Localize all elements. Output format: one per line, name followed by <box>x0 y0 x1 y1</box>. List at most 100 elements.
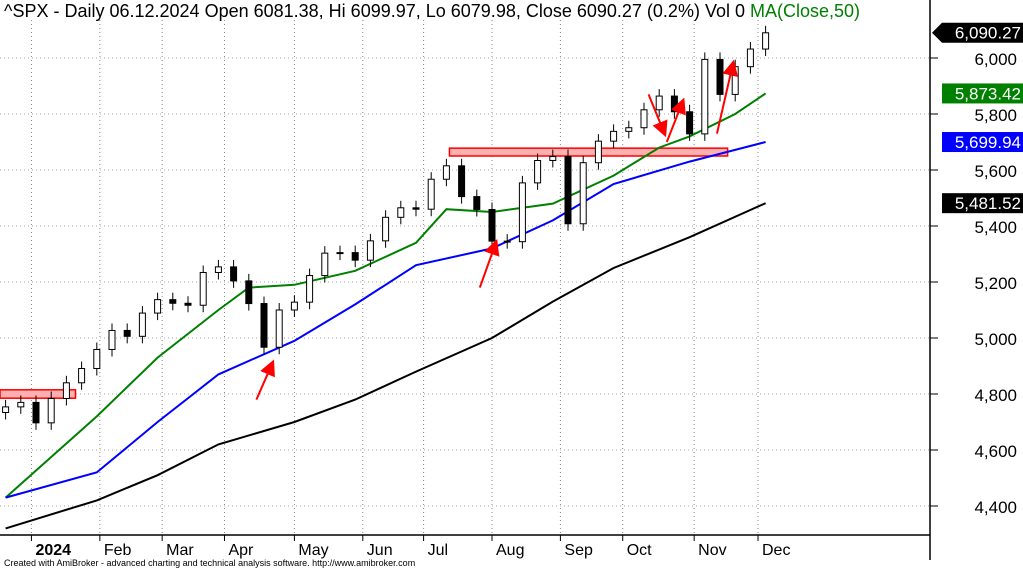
candle <box>2 399 10 420</box>
candle-body <box>214 266 222 273</box>
candle <box>123 323 131 344</box>
candle <box>397 200 405 225</box>
candle-body <box>62 382 70 399</box>
candle-body <box>154 299 162 314</box>
candle-body <box>731 66 739 95</box>
candle <box>214 259 222 280</box>
candle <box>154 292 162 321</box>
footer-credit: Created with AmiBroker - advanced charti… <box>4 558 416 568</box>
x-tick-label: Mar <box>166 542 194 559</box>
candle-body <box>534 159 542 184</box>
candle-body <box>564 156 572 225</box>
candle <box>716 52 724 102</box>
price-label-text: 5,481.52 <box>955 194 1021 213</box>
price-flag <box>942 132 1023 153</box>
support-zone <box>448 147 729 157</box>
candle <box>625 120 633 139</box>
x-tick-label: Apr <box>228 542 254 559</box>
x-tick-label: Aug <box>496 542 524 559</box>
candle <box>746 42 754 74</box>
candle <box>518 175 526 249</box>
candle-body <box>473 196 481 210</box>
candle-body <box>716 58 724 95</box>
candle-body <box>275 309 283 348</box>
y-tick-label: 5,000 <box>974 330 1017 349</box>
candle-body <box>427 178 435 210</box>
candle <box>199 265 207 313</box>
candle-body <box>184 302 192 306</box>
symbol-label: ^SPX - Daily 06.12.2024 <box>4 1 200 21</box>
candle <box>93 342 101 376</box>
price-flag <box>932 22 1023 43</box>
candle <box>351 245 359 268</box>
candle <box>230 259 238 288</box>
y-tick-label: 5,800 <box>974 106 1017 125</box>
candle-body <box>625 127 633 132</box>
y-tick-label: 4,600 <box>974 442 1017 461</box>
candle <box>564 149 572 231</box>
candle <box>17 395 25 414</box>
ma-line <box>5 141 766 499</box>
candle-body <box>260 303 268 348</box>
candle <box>260 296 268 355</box>
candle <box>594 134 602 170</box>
price-label: 5,481.52 <box>942 193 1023 214</box>
candle <box>655 89 663 117</box>
candle-body <box>351 252 359 261</box>
x-tick-label: Dec <box>762 542 790 559</box>
x-tick-label: Jul <box>428 542 448 559</box>
y-tick-label: 5,400 <box>974 218 1017 237</box>
candle <box>534 153 542 190</box>
candle-body <box>412 207 420 210</box>
annotation-arrow <box>647 94 668 138</box>
candle <box>382 210 390 248</box>
candle-body <box>78 368 86 384</box>
price-flag <box>942 83 1023 104</box>
ma-line <box>5 202 767 530</box>
candle-body <box>47 397 55 424</box>
ma-legend: MA(Close,50) <box>750 1 861 21</box>
candle <box>275 303 283 355</box>
y-tick-label: 5,200 <box>974 274 1017 293</box>
x-tick-label: 2024 <box>35 542 71 559</box>
candle <box>62 375 70 406</box>
candle-body <box>245 280 253 305</box>
candle-body <box>199 271 207 306</box>
x-tick-label: Jun <box>367 542 393 559</box>
y-tick-label: 4,400 <box>974 498 1017 517</box>
candle-body <box>579 162 587 225</box>
candle-body <box>366 240 374 261</box>
candle-body <box>138 312 146 337</box>
candle-body <box>230 266 238 282</box>
x-tick-label: May <box>298 542 328 559</box>
candle <box>412 200 420 217</box>
candle <box>473 189 481 217</box>
candle-body <box>442 165 450 180</box>
candle-body <box>503 240 511 243</box>
ohlc-readout: Open 6081.38, Hi 6099.97, Lo 6079.98, Cl… <box>204 1 745 21</box>
annotation-arrow <box>255 359 275 401</box>
candle-body <box>458 165 466 198</box>
candle-body <box>336 252 344 255</box>
candle <box>169 292 177 311</box>
price-label-text: 5,699.94 <box>955 133 1021 152</box>
candle-body <box>32 401 40 424</box>
candle <box>32 395 40 430</box>
annotation-arrow <box>478 239 500 288</box>
y-tick-label: 5,600 <box>974 162 1017 181</box>
candle-body <box>488 208 496 242</box>
chart-title: ^SPX - Daily 06.12.2024 Open 6081.38, Hi… <box>4 1 860 22</box>
price-label: 5,699.94 <box>942 132 1023 153</box>
candle <box>306 268 314 310</box>
candle <box>686 104 694 141</box>
ma-line <box>4 92 767 499</box>
candle-body <box>93 348 101 370</box>
candle <box>108 323 116 357</box>
candle <box>336 245 344 261</box>
candle <box>610 124 618 149</box>
candle-body <box>169 299 177 304</box>
candle-body <box>17 401 25 408</box>
x-tick-label: Oct <box>627 542 652 559</box>
